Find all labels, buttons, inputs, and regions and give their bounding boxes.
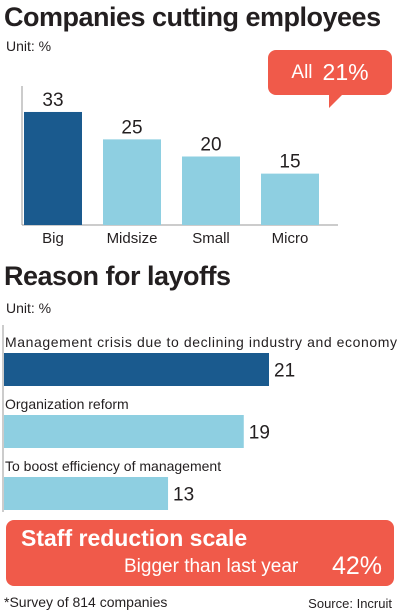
reason-bar [4, 415, 244, 448]
callout-tail [329, 94, 343, 108]
chart2-title: Reason for layoffs [4, 261, 231, 291]
horizontal-bar-chart: Management crisis due to declining indus… [2, 325, 397, 512]
banner-title: Staff reduction scale [21, 525, 248, 551]
reason-label: Management crisis due to declining indus… [5, 334, 397, 350]
bar-value-label: 25 [121, 117, 142, 138]
reason-value-label: 21 [274, 361, 295, 382]
category-label: Midsize [107, 230, 158, 247]
category-label: Big [42, 230, 64, 247]
bar-micro [261, 173, 319, 225]
source-credit: Source: Incruit [308, 596, 392, 611]
chart1-title: Companies cutting employees [4, 2, 381, 32]
reason-label: Organization reform [5, 396, 129, 412]
all-callout: All 21% [268, 50, 392, 95]
category-label: Small [192, 230, 230, 247]
chart1-unit: Unit: % [6, 38, 52, 54]
vertical-bar-chart: 33 Big 25 Midsize 20 Small 15 Micro [21, 86, 338, 247]
callout-label: All [291, 61, 313, 83]
callout-value: 21% [322, 59, 369, 85]
reason-label: To boost efficiency of management [5, 458, 221, 474]
category-label: Micro [272, 230, 309, 247]
reason-value-label: 13 [173, 485, 194, 506]
reason-bar [4, 477, 169, 510]
bar-big [24, 111, 82, 225]
bar-small [182, 156, 240, 225]
chart2-unit: Unit: % [6, 300, 52, 316]
bar-value-label: 15 [279, 152, 300, 173]
reason-bar [4, 353, 269, 386]
reason-value-label: 19 [249, 423, 270, 444]
bar-midsize [103, 139, 161, 225]
staff-reduction-banner: Staff reduction scale Bigger than last y… [6, 520, 394, 586]
banner-subtitle: Bigger than last year [124, 556, 299, 577]
bar-value-label: 20 [200, 135, 221, 156]
bar-value-label: 33 [42, 90, 63, 111]
banner-value: 42% [331, 552, 382, 580]
footnote: *Survey of 814 companies [4, 594, 168, 610]
